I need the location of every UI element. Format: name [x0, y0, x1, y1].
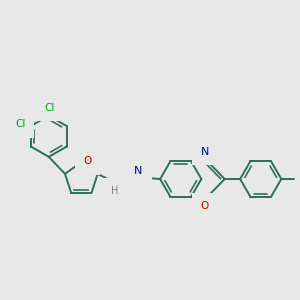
Text: N: N	[134, 167, 143, 176]
Text: Cl: Cl	[44, 103, 55, 113]
Text: O: O	[201, 202, 209, 212]
Text: H: H	[111, 186, 118, 196]
Text: Cl: Cl	[15, 119, 26, 129]
Text: N: N	[201, 147, 209, 157]
Text: O: O	[83, 156, 91, 166]
